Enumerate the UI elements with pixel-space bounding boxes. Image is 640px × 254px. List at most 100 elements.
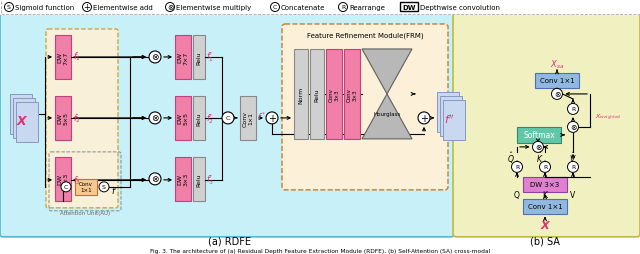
Text: Q: Q — [514, 190, 520, 200]
Bar — [437, 92, 459, 132]
Circle shape — [532, 142, 543, 153]
Text: $f_1$: $f_1$ — [73, 51, 81, 63]
Circle shape — [266, 113, 278, 124]
Bar — [440, 97, 462, 136]
Text: Conv 1×1: Conv 1×1 — [540, 78, 574, 84]
Bar — [240, 97, 256, 140]
Text: +: + — [268, 114, 276, 123]
Text: ⊗: ⊗ — [554, 90, 560, 99]
Bar — [535, 74, 579, 89]
Text: (a) RDFE: (a) RDFE — [209, 236, 252, 246]
Text: DW
7×7: DW 7×7 — [58, 51, 68, 64]
Text: DW
5×5: DW 5×5 — [58, 112, 68, 125]
Text: $\hat{Q}$: $\hat{Q}$ — [507, 150, 515, 165]
Text: Fig. 3. The architecture of (a) Residual Depth Feature Extraction Module (RDFE),: Fig. 3. The architecture of (a) Residual… — [150, 248, 490, 253]
Bar — [193, 157, 205, 201]
Text: DW
3×3: DW 3×3 — [58, 172, 68, 186]
Bar — [443, 101, 465, 140]
Text: K: K — [543, 190, 547, 200]
Text: ⊗: ⊗ — [535, 143, 541, 152]
Text: Concatenate: Concatenate — [281, 5, 325, 11]
Text: Relu: Relu — [196, 172, 202, 186]
Text: $\hat{K}$: $\hat{K}$ — [536, 150, 544, 164]
Bar — [55, 157, 71, 201]
Text: Relu: Relu — [314, 88, 319, 101]
Bar — [0, 0, 640, 16]
FancyBboxPatch shape — [282, 25, 448, 190]
Text: Conv
1×1: Conv 1×1 — [243, 110, 253, 126]
Text: ⊗: ⊗ — [151, 53, 159, 62]
FancyBboxPatch shape — [0, 14, 454, 237]
Text: R: R — [341, 6, 345, 10]
Text: S: S — [7, 6, 11, 10]
Text: DW: DW — [403, 5, 416, 11]
Text: $f_3'$: $f_3'$ — [206, 172, 214, 186]
Circle shape — [339, 4, 348, 12]
Bar — [175, 157, 191, 201]
FancyBboxPatch shape — [453, 14, 640, 237]
Bar — [175, 97, 191, 140]
Text: S: S — [102, 185, 106, 190]
Bar — [16, 103, 38, 142]
Circle shape — [568, 162, 579, 173]
Text: $f_1'$: $f_1'$ — [206, 50, 214, 64]
Circle shape — [540, 162, 550, 173]
Circle shape — [552, 89, 563, 100]
Text: Conv
1×1: Conv 1×1 — [79, 182, 93, 193]
Text: Conv
3×3: Conv 3×3 — [329, 88, 339, 101]
Circle shape — [4, 4, 13, 12]
Text: R: R — [543, 165, 547, 170]
FancyBboxPatch shape — [46, 30, 118, 208]
Bar — [1, 1, 639, 15]
Bar — [55, 36, 71, 80]
Text: (b) SA: (b) SA — [530, 236, 560, 246]
Text: Relu: Relu — [196, 51, 202, 65]
Circle shape — [166, 4, 175, 12]
Text: Relu: Relu — [196, 112, 202, 125]
Text: ⊗: ⊗ — [570, 123, 576, 132]
Text: $X_{weighted}$: $X_{weighted}$ — [595, 112, 622, 122]
Text: Sigmoid function: Sigmoid function — [15, 5, 74, 11]
Circle shape — [83, 4, 92, 12]
Text: Norm: Norm — [298, 86, 303, 103]
Text: $f_2'$: $f_2'$ — [206, 112, 214, 125]
Text: $f_3$: $f_3$ — [73, 174, 81, 186]
Bar — [400, 4, 418, 12]
Bar — [344, 50, 360, 139]
Circle shape — [568, 122, 579, 133]
Text: $f_2$: $f_2$ — [73, 112, 81, 125]
Bar — [523, 177, 567, 192]
Text: R: R — [571, 107, 575, 112]
Text: DW
5×5: DW 5×5 — [178, 112, 188, 125]
Text: $f^*$: $f^*$ — [257, 110, 266, 123]
Circle shape — [222, 113, 234, 124]
Text: Attention Unit(AU): Attention Unit(AU) — [60, 211, 110, 215]
Circle shape — [149, 173, 161, 185]
Bar — [523, 199, 567, 214]
Text: Rearrange: Rearrange — [349, 5, 385, 11]
Bar — [75, 179, 97, 195]
Circle shape — [99, 182, 109, 192]
Bar — [193, 36, 205, 80]
Text: V: V — [570, 190, 575, 200]
Text: +: + — [84, 4, 90, 12]
Text: ⊗: ⊗ — [151, 114, 159, 123]
Circle shape — [511, 162, 522, 173]
Text: DW
3×3: DW 3×3 — [178, 172, 188, 186]
Bar — [10, 94, 32, 134]
Text: Conv
3×3: Conv 3×3 — [347, 88, 357, 101]
Text: $f''$: $f''$ — [444, 113, 454, 126]
Text: R: R — [515, 165, 519, 170]
Text: Elementwise add: Elementwise add — [93, 5, 153, 11]
Text: C: C — [273, 6, 277, 10]
Text: Softmax: Softmax — [523, 131, 555, 140]
Text: $\hat{V}$: $\hat{V}$ — [569, 150, 577, 164]
Bar — [193, 97, 205, 140]
Text: ⊗: ⊗ — [151, 175, 159, 184]
Text: Feature Refinement Module(FRM): Feature Refinement Module(FRM) — [307, 33, 423, 39]
Polygon shape — [362, 94, 412, 139]
Circle shape — [61, 182, 71, 192]
Text: C: C — [226, 116, 230, 121]
Text: $f'$: $f'$ — [111, 185, 118, 196]
Text: X: X — [16, 115, 26, 128]
